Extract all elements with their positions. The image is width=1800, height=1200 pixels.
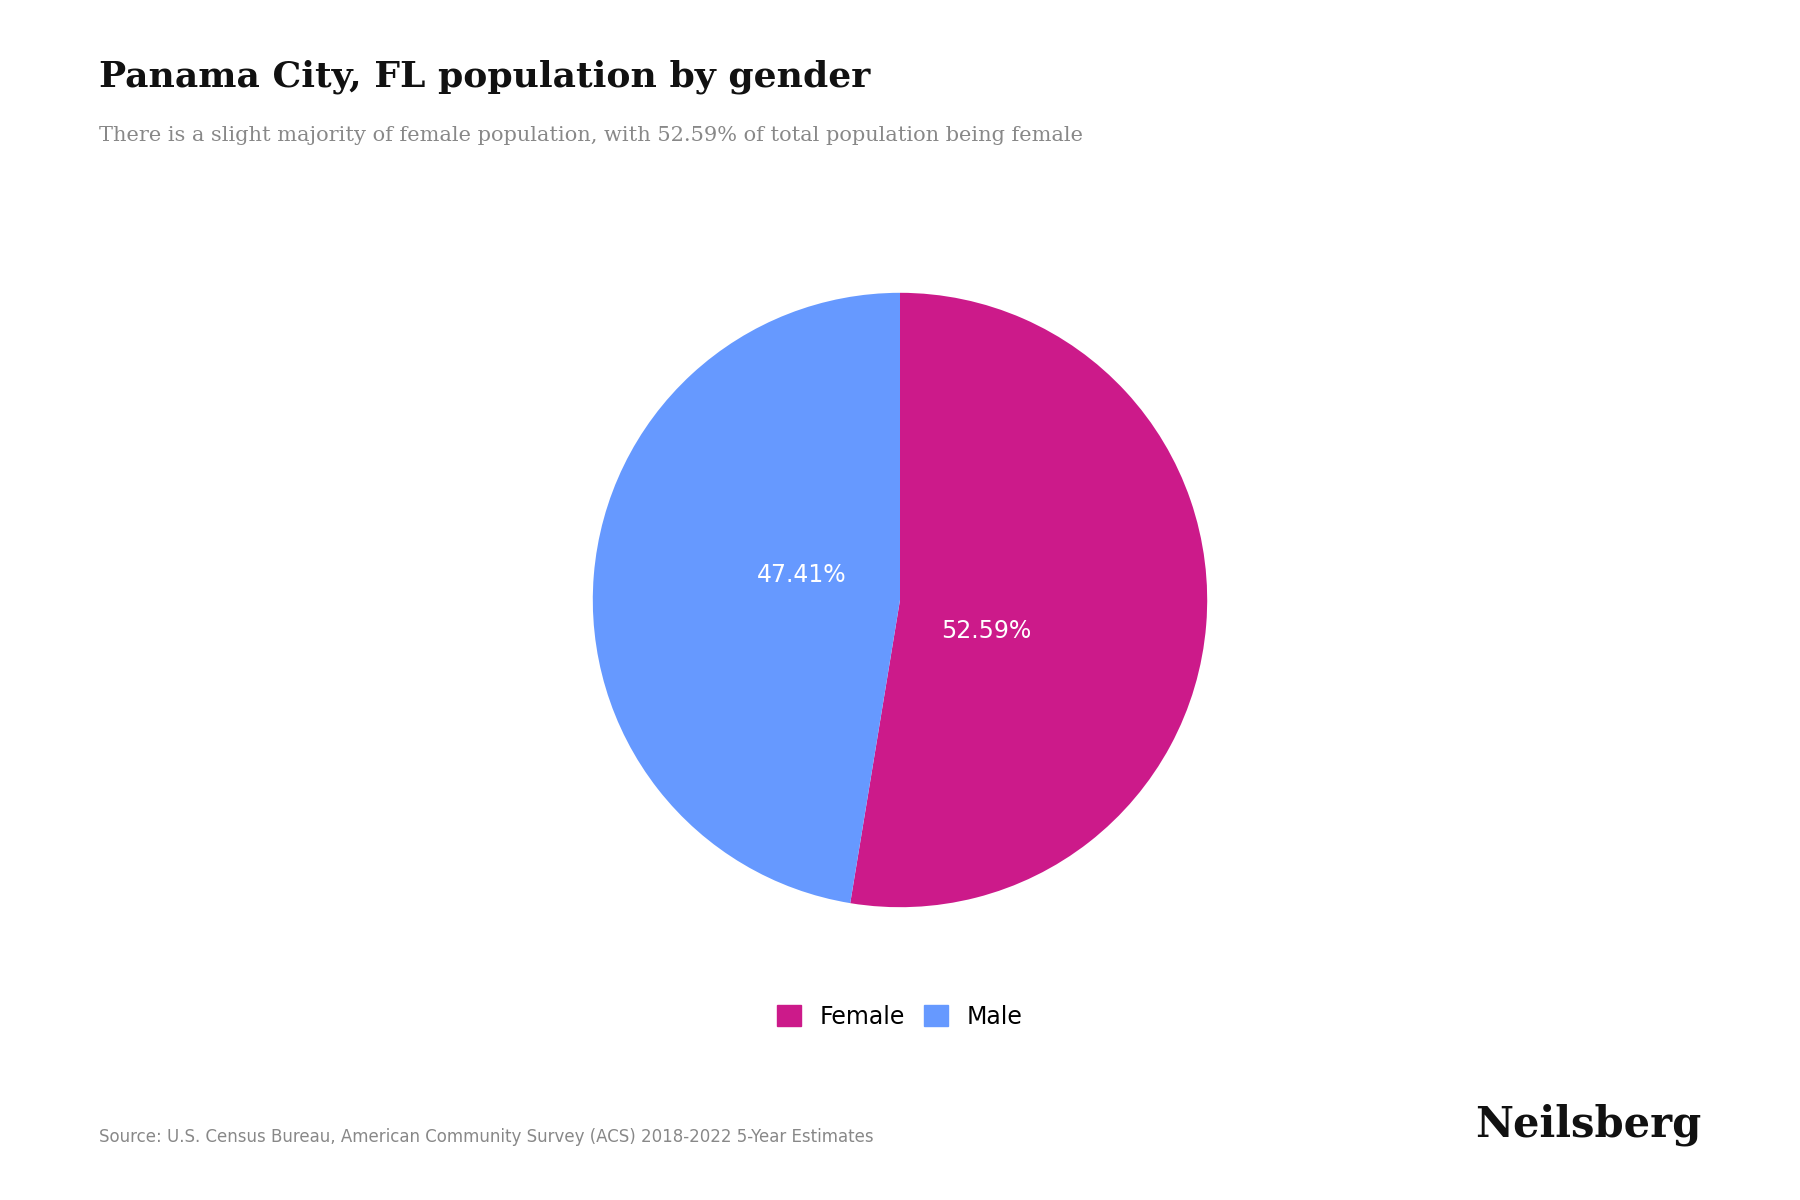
Legend: Female, Male: Female, Male bbox=[769, 995, 1031, 1038]
Wedge shape bbox=[850, 293, 1208, 907]
Text: There is a slight majority of female population, with 52.59% of total population: There is a slight majority of female pop… bbox=[99, 126, 1084, 145]
Text: 47.41%: 47.41% bbox=[756, 564, 846, 588]
Wedge shape bbox=[592, 293, 900, 904]
Text: Source: U.S. Census Bureau, American Community Survey (ACS) 2018-2022 5-Year Est: Source: U.S. Census Bureau, American Com… bbox=[99, 1128, 873, 1146]
Text: 52.59%: 52.59% bbox=[941, 619, 1031, 643]
Text: Panama City, FL population by gender: Panama City, FL population by gender bbox=[99, 60, 869, 95]
Text: Neilsberg: Neilsberg bbox=[1474, 1104, 1701, 1146]
